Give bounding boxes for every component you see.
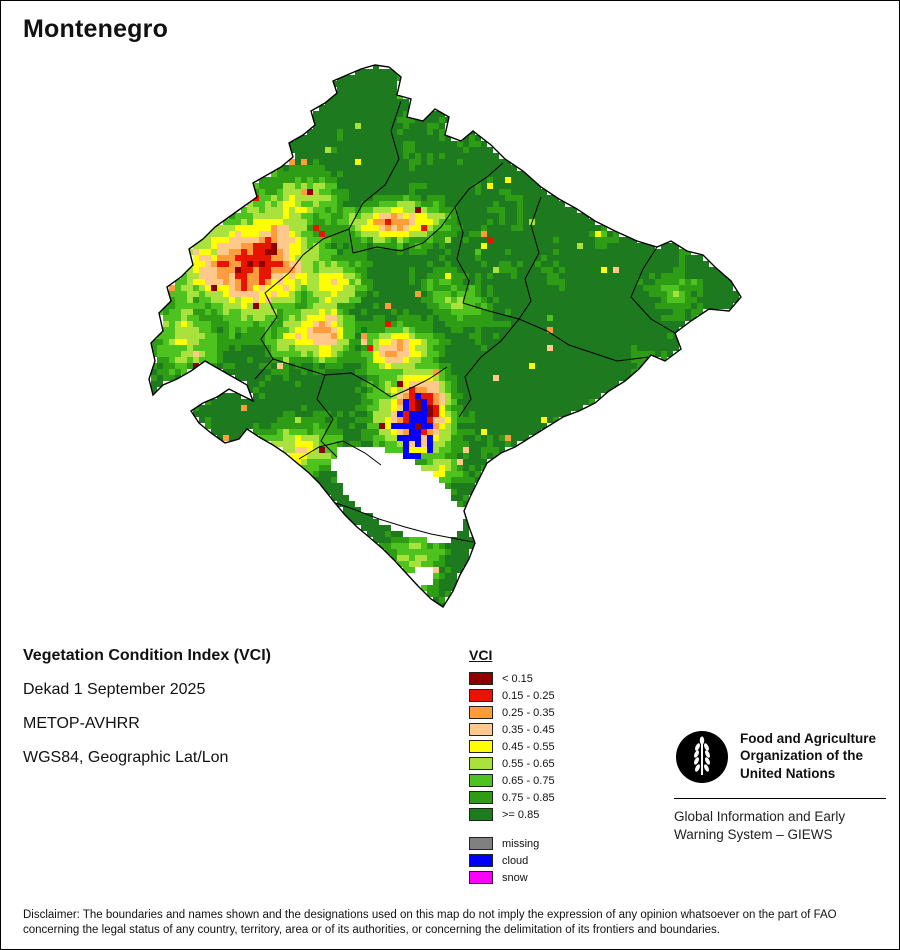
legend-title: VCI [469, 647, 493, 663]
page-title: Montenegro [23, 15, 169, 43]
legend-row: >= 0.85 [469, 808, 555, 821]
montenegro-vci-map [148, 64, 742, 608]
admin-boundaries [254, 100, 676, 543]
vci-legend: VCI < 0.15 0.15 - 0.25 0.25 - 0.35 0.35 - 0… [469, 647, 555, 888]
legend-swatch [469, 672, 493, 685]
legend-row: 0.55 - 0.65 [469, 757, 555, 770]
legend-class-label: 0.55 - 0.65 [502, 757, 555, 770]
legend-swatch [469, 740, 493, 753]
legend-row: 0.25 - 0.35 [469, 706, 555, 719]
legend-class-label: 0.45 - 0.55 [502, 740, 555, 753]
legend-class-label: 0.35 - 0.45 [502, 723, 555, 736]
legend-class-label: 0.25 - 0.35 [502, 706, 555, 719]
legend-swatch [469, 854, 493, 867]
legend-row: 0.45 - 0.55 [469, 740, 555, 753]
map-info-block: Vegetation Condition Index (VCI) Dekad 1… [23, 647, 271, 783]
legend-swatch [469, 774, 493, 787]
vci-raster-cells [151, 65, 739, 607]
info-projection: WGS84, Geographic Lat/Lon [23, 749, 229, 766]
info-index-name: Vegetation Condition Index (VCI) [23, 647, 271, 664]
legend-swatch [469, 808, 493, 821]
legend-class-label: 0.75 - 0.85 [502, 791, 555, 804]
legend-swatch [469, 706, 493, 719]
legend-class-label: 0.15 - 0.25 [502, 689, 555, 702]
giews-label: Global Information and Early Warning Sys… [674, 809, 846, 842]
legend-row: missing [469, 837, 555, 850]
legend-swatch [469, 757, 493, 770]
country-outline [148, 64, 742, 608]
legend-row: 0.15 - 0.25 [469, 689, 555, 702]
legend-extra-classes: missing cloud snow [469, 837, 555, 884]
legend-row: snow [469, 871, 555, 884]
legend-swatch [469, 837, 493, 850]
legend-row: 0.75 - 0.85 [469, 791, 555, 804]
legend-class-label: snow [502, 871, 528, 884]
legend-row: 0.35 - 0.45 [469, 723, 555, 736]
legend-swatch [469, 871, 493, 884]
info-sensor: METOP-AVHRR [23, 715, 140, 732]
legend-row: < 0.15 [469, 672, 555, 685]
legend-swatch [469, 723, 493, 736]
disclaimer-text: Disclaimer: The boundaries and names sho… [23, 908, 837, 937]
legend-class-label: 0.65 - 0.75 [502, 774, 555, 787]
fao-block: Food and Agriculture Organization of the… [674, 727, 886, 844]
legend-class-label: >= 0.85 [502, 808, 540, 821]
fao-row: Food and Agriculture Organization of the… [674, 727, 886, 787]
legend-swatch [469, 689, 493, 702]
legend-row: cloud [469, 854, 555, 867]
fao-name: Food and Agriculture Organization of the… [740, 731, 876, 781]
fao-wheat-emblem-icon [676, 731, 728, 783]
legend-class-label: cloud [502, 854, 529, 867]
legend-classes: < 0.15 0.15 - 0.25 0.25 - 0.35 0.35 - 0.45 0… [469, 672, 555, 821]
legend-row: 0.65 - 0.75 [469, 774, 555, 787]
legend-swatch [469, 791, 493, 804]
fao-divider [674, 798, 886, 799]
legend-class-label: missing [502, 837, 540, 850]
info-dekad: Dekad 1 September 2025 [23, 681, 206, 698]
legend-class-label: < 0.15 [502, 672, 533, 685]
